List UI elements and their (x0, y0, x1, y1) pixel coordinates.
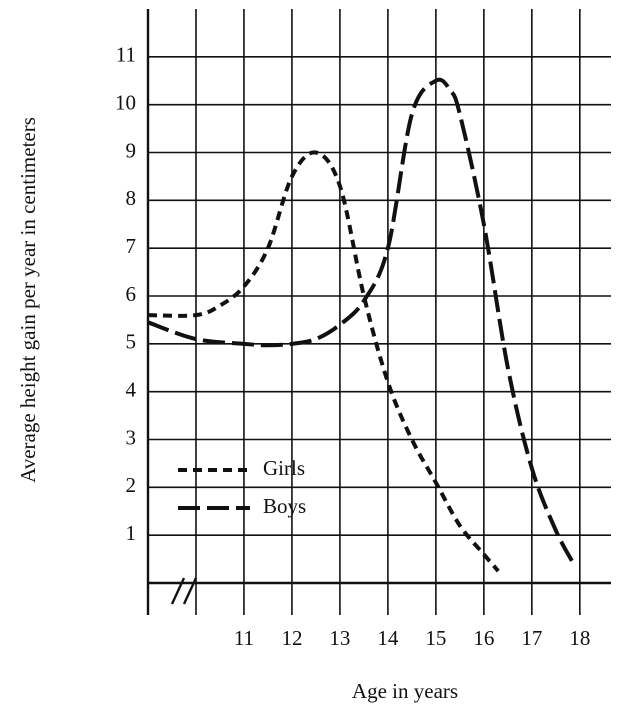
y-tick-label: 11 (116, 43, 136, 67)
legend-label: Boys (263, 494, 306, 518)
x-tick-label: 11 (234, 626, 254, 650)
x-tick-label: 17 (521, 626, 542, 650)
x-tick-label: 18 (569, 626, 590, 650)
y-tick-label: 4 (126, 377, 137, 401)
x-tick-label: 14 (377, 626, 399, 650)
y-tick-label: 10 (115, 90, 136, 114)
x-tick-label: 16 (473, 626, 494, 650)
data-line (147, 150, 500, 573)
axis-break (170, 577, 186, 605)
data-line (147, 77, 577, 568)
y-axis-label: Average height gain per year in centimet… (16, 117, 40, 483)
y-tick-label: 8 (126, 186, 137, 210)
y-tick-label: 5 (126, 330, 137, 354)
x-tick-label: 13 (329, 626, 350, 650)
y-tick-label: 3 (126, 425, 137, 449)
legend-label: Girls (263, 456, 305, 480)
x-tick-label: 15 (425, 626, 446, 650)
y-tick-label: 9 (126, 138, 137, 162)
y-tick-label: 1 (126, 521, 137, 545)
y-tick-label: 2 (126, 473, 137, 497)
axis-break (182, 577, 198, 605)
x-tick-label: 12 (281, 626, 302, 650)
x-axis-label: Age in years (352, 679, 458, 703)
y-tick-label: 7 (126, 234, 137, 258)
y-tick-label: 6 (126, 282, 137, 306)
